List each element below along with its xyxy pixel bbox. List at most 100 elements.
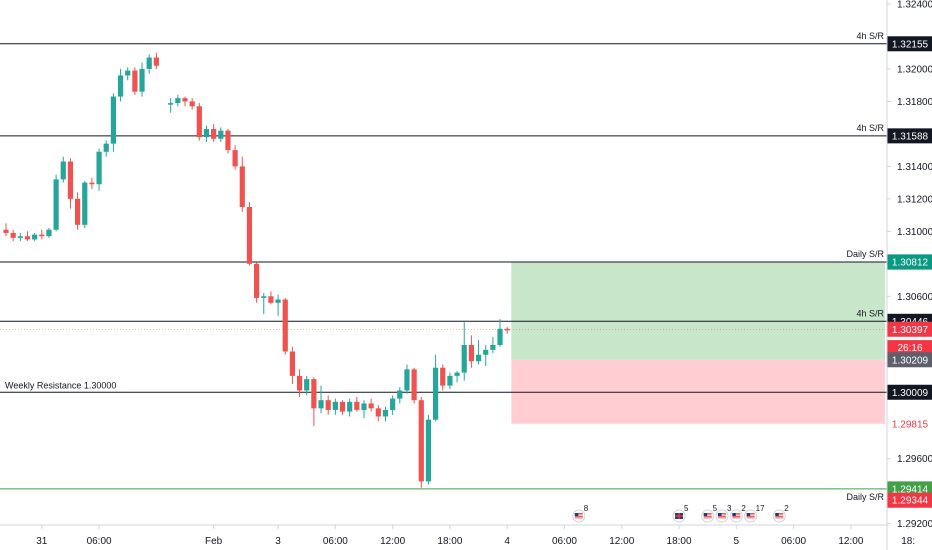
- level-label: Daily S/R: [846, 249, 884, 259]
- candle-body: [404, 369, 410, 391]
- candle-body: [454, 372, 460, 376]
- flag-stripe: [703, 513, 712, 514]
- candle: [17, 232, 23, 242]
- candle-body: [32, 234, 38, 240]
- level-price-tag-text: 1.31588: [892, 131, 929, 142]
- candle-body: [146, 57, 152, 69]
- flag-stripe: [718, 514, 726, 516]
- economic-events[interactable]: 8 5 5 3 2 17 2: [572, 504, 789, 523]
- candle-body: [325, 400, 331, 410]
- flag-stripe: [732, 514, 741, 516]
- price-tick-label: 1.29200: [897, 519, 932, 530]
- price-tag: 1.30397: [887, 321, 932, 337]
- event-count: 5: [684, 504, 689, 513]
- horizontal-levels[interactable]: 4h S/R 4h S/R Daily S/R 4h S/R Weekly Resist…: [0, 31, 887, 502]
- candle-body: [60, 161, 66, 180]
- price-tag-text: 1.30397: [892, 325, 929, 336]
- us-flag-icon[interactable]: 2: [772, 504, 789, 523]
- flag-stripe: [574, 514, 583, 516]
- candle: [325, 395, 331, 415]
- position-tool[interactable]: [0, 261, 887, 424]
- flag-stripe: [718, 517, 726, 519]
- level-label: 4h S/R: [856, 308, 884, 318]
- candle-body: [139, 68, 145, 92]
- price-tick-label: 1.32400: [897, 0, 932, 11]
- level-price-tag-text: 1.30009: [892, 388, 929, 399]
- candle-body: [239, 166, 245, 207]
- candle-body: [96, 151, 102, 185]
- flag-stripe: [775, 516, 784, 517]
- flag-canton: [746, 513, 751, 516]
- time-tick-label: 31: [36, 536, 48, 547]
- level-price-tag-bg: [887, 128, 932, 144]
- candle: [418, 396, 424, 488]
- candle: [347, 398, 353, 417]
- candle-body: [296, 375, 303, 391]
- candle: [218, 127, 224, 143]
- time-tick-label: 06:00: [781, 536, 806, 547]
- flag-stripe: [718, 513, 726, 514]
- us-flag-icon[interactable]: 2: [729, 504, 746, 523]
- candle: [168, 98, 174, 113]
- candle: [454, 370, 460, 383]
- candle: [397, 387, 403, 404]
- candle-body: [311, 379, 317, 409]
- candle: [275, 294, 281, 316]
- candle-body: [17, 236, 23, 238]
- candle-body: [390, 398, 396, 410]
- candle: [139, 62, 145, 97]
- candle-body: [211, 129, 217, 139]
- candle: [96, 148, 102, 191]
- level-price-tag-bg: [887, 36, 932, 52]
- us-flag-icon[interactable]: 3: [715, 504, 732, 523]
- candle: [203, 125, 210, 143]
- candle: [461, 322, 467, 381]
- price-tag-bg: [887, 352, 932, 368]
- candle-body: [490, 345, 496, 350]
- uk-flag-icon[interactable]: 5: [672, 504, 689, 523]
- candle: [10, 229, 16, 242]
- candle: [39, 229, 45, 240]
- price-tag-bg: [887, 492, 932, 508]
- time-tick-label: 12:00: [380, 536, 405, 547]
- flag-stripe: [574, 516, 583, 517]
- us-flag-icon[interactable]: 5: [701, 504, 718, 523]
- candle: [440, 364, 446, 391]
- level-label: Daily S/R: [846, 492, 884, 502]
- candle-body: [117, 75, 124, 97]
- flag-stripe: [574, 513, 583, 514]
- candle-body: [447, 375, 453, 386]
- candle: [339, 400, 346, 415]
- candle: [239, 156, 245, 212]
- candle: [60, 156, 66, 183]
- event-count: 3: [727, 504, 732, 513]
- flag-canton: [574, 513, 579, 516]
- profit-zone[interactable]: [511, 261, 885, 360]
- candlestick-series: [3, 52, 510, 488]
- candle-body: [168, 103, 174, 105]
- price-axis[interactable]: 1.32400 1.32000 1.31800 1.31400 1.31200 1.310…: [886, 0, 932, 550]
- time-tick-label: 18:00: [667, 536, 692, 547]
- candle: [211, 124, 217, 143]
- us-flag-icon[interactable]: 8: [572, 504, 589, 523]
- us-flag-icon[interactable]: 17: [744, 504, 765, 523]
- candle: [504, 327, 510, 334]
- level-price-tag: 1.32155: [887, 36, 932, 52]
- candle-body: [153, 57, 159, 66]
- candle-body: [461, 345, 467, 373]
- price-tag: 1.29815: [887, 416, 932, 432]
- price-tag-bg: [887, 254, 932, 270]
- flag-canton: [732, 513, 736, 516]
- candle-body: [318, 400, 324, 409]
- candle-body: [289, 351, 295, 376]
- price-tick-label: 1.31800: [897, 97, 932, 108]
- flag-stripe: [746, 513, 755, 514]
- price-tag-text: 1.30209: [892, 355, 929, 366]
- time-axis[interactable]: 31 06:00 Feb 3 06:00 12:00 18:00 4 06:00 12:00 18:…: [0, 524, 915, 547]
- candle: [390, 395, 396, 415]
- level-price-tag: 1.30009: [887, 384, 932, 400]
- level-price-tag-text: 1.29414: [892, 484, 929, 495]
- candle-body: [196, 106, 202, 138]
- price-tag-text: 1.29344: [892, 496, 929, 507]
